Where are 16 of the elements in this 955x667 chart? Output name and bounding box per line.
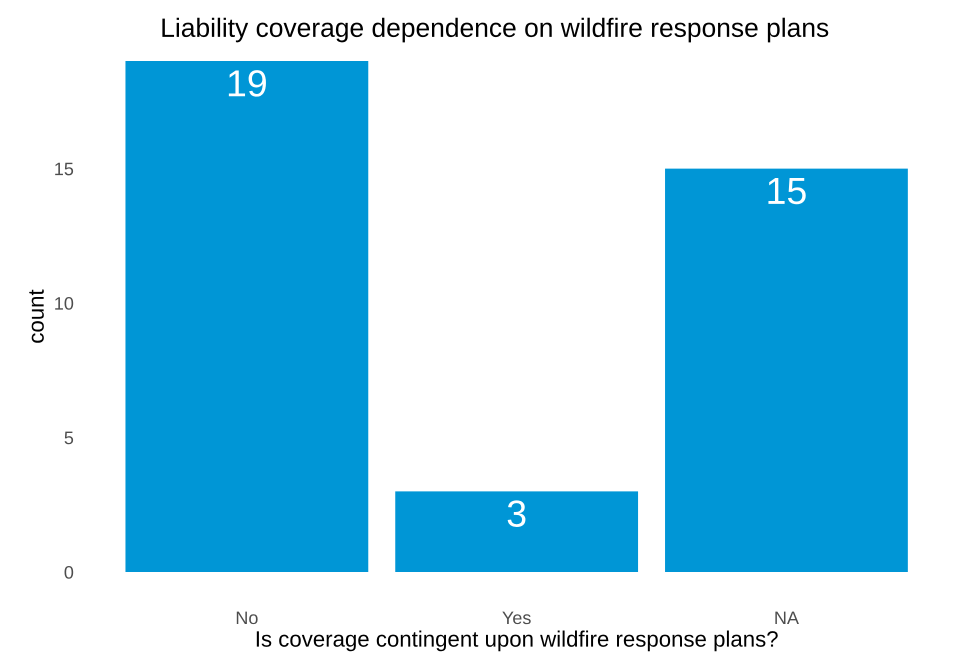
data-label: 15 xyxy=(768,178,806,204)
data-label: 3 xyxy=(508,500,526,527)
x-tick-label: NA xyxy=(775,612,799,624)
bar xyxy=(125,61,368,572)
x-tick-label: Yes xyxy=(502,612,531,624)
data-label: 19 xyxy=(228,70,266,97)
y-tick-label: 5 xyxy=(64,432,74,444)
x-axis-title: Is coverage contingent upon wildfire response plans? xyxy=(256,630,778,652)
y-axis-title: count xyxy=(29,290,44,343)
bar xyxy=(395,491,638,572)
x-tick-label: No xyxy=(236,612,258,624)
y-tick-label: 0 xyxy=(64,566,74,579)
chart-title: Liability coverage dependence on wildfire response plans xyxy=(162,18,828,42)
bar xyxy=(665,168,908,572)
y-tick-label: 10 xyxy=(55,297,74,310)
y-tick-label: 15 xyxy=(55,162,74,176)
